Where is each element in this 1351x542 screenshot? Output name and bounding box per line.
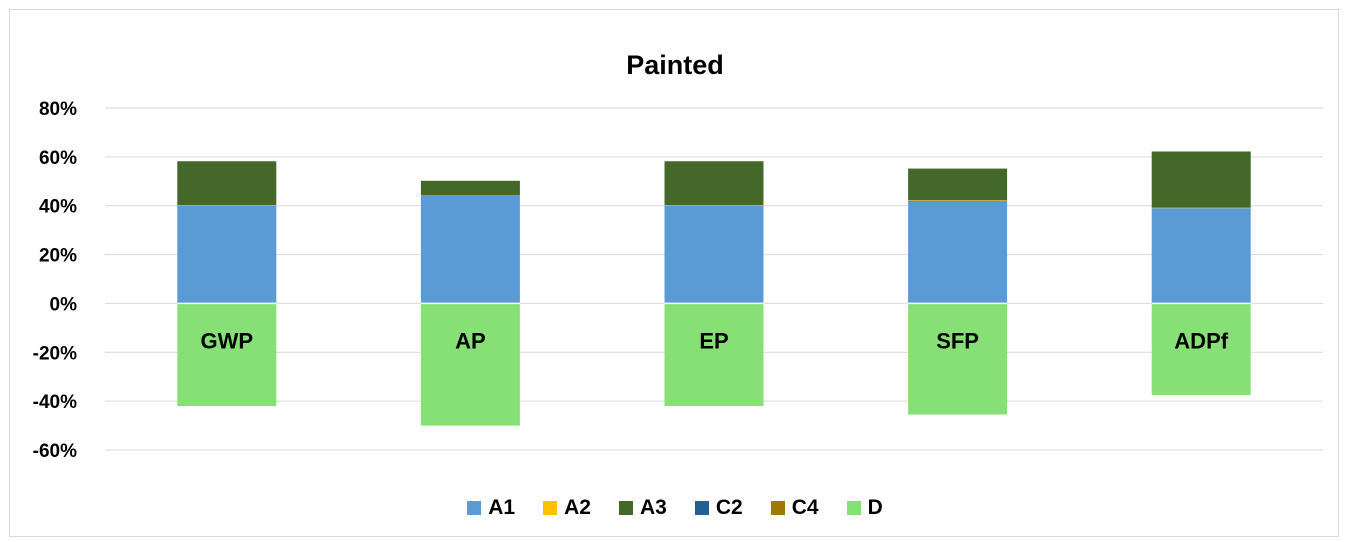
- legend-swatch: [618, 501, 633, 515]
- legend-swatch: [467, 501, 482, 515]
- category-label: ADPf: [1174, 328, 1228, 353]
- bar-a3-ep: [664, 161, 764, 206]
- legend-item-a3: A3: [618, 496, 667, 520]
- legend-item-a2: A2: [543, 496, 591, 520]
- bar-a2-gwp: [177, 205, 277, 206]
- bar-d-sfp: [908, 303, 1008, 415]
- legend-label: C4: [791, 496, 819, 519]
- legend-item-c4: C4: [770, 496, 819, 520]
- y-tick-label: 20%: [39, 246, 77, 267]
- legend-swatch: [846, 501, 861, 515]
- chart-frame: Painted 80% 60% 40% 20% 0% -20% -40% -60% GWP AP E…: [9, 9, 1339, 537]
- bar-d-ap: [420, 303, 520, 426]
- y-tick-label: -40%: [33, 392, 77, 413]
- bar-a1-gwp: [177, 205, 277, 304]
- bar-d-gwp: [177, 303, 277, 407]
- bar-a3-ap: [420, 180, 520, 196]
- bar-a2-adpf: [1151, 207, 1251, 209]
- bar-a1-ap: [420, 195, 520, 304]
- legend-item-a1: A1: [467, 496, 515, 520]
- y-tick-label: 40%: [39, 197, 77, 218]
- legend-label: A3: [639, 496, 667, 519]
- bar-a2-ap: [420, 195, 520, 196]
- bar-a3-gwp: [177, 161, 277, 206]
- category-label: AP: [455, 328, 486, 353]
- legend-label: A2: [564, 496, 591, 519]
- legend: A1 A2 A3 C2 C4 D: [10, 496, 1340, 520]
- bar-a1-sfp: [908, 200, 1008, 304]
- category-label: GWP: [201, 328, 254, 353]
- legend-label: C2: [715, 496, 743, 519]
- category-label: EP: [699, 328, 728, 353]
- legend-item-d: D: [846, 496, 883, 520]
- plot-area: 80% 60% 40% 20% 0% -20% -40% -60% GWP AP EP SFP ADPf: [33, 99, 1323, 462]
- bar-a2-sfp: [908, 200, 1008, 201]
- y-tick-label: 0%: [50, 294, 78, 315]
- legend-item-c2: C2: [694, 496, 743, 520]
- bar-a3-sfp: [908, 168, 1008, 201]
- bar-a3-adpf: [1151, 151, 1251, 208]
- y-tick-label: -20%: [33, 343, 77, 364]
- bar-d-adpf: [1151, 303, 1251, 396]
- bar-a1-adpf: [1151, 208, 1251, 304]
- bar-d-ep: [664, 303, 764, 407]
- category-label: SFP: [936, 328, 979, 353]
- y-tick-label: 60%: [39, 148, 77, 169]
- y-tick-label: 80%: [39, 99, 77, 120]
- chart-title: Painted: [626, 50, 724, 80]
- legend-label: D: [867, 496, 883, 519]
- legend-swatch: [694, 501, 709, 515]
- legend-swatch: [770, 501, 785, 515]
- legend-swatch: [543, 501, 558, 515]
- bar-a1-ep: [664, 205, 764, 304]
- bar-a2-ep: [664, 205, 764, 206]
- legend-label: A1: [488, 496, 516, 519]
- y-tick-label: -60%: [33, 441, 77, 462]
